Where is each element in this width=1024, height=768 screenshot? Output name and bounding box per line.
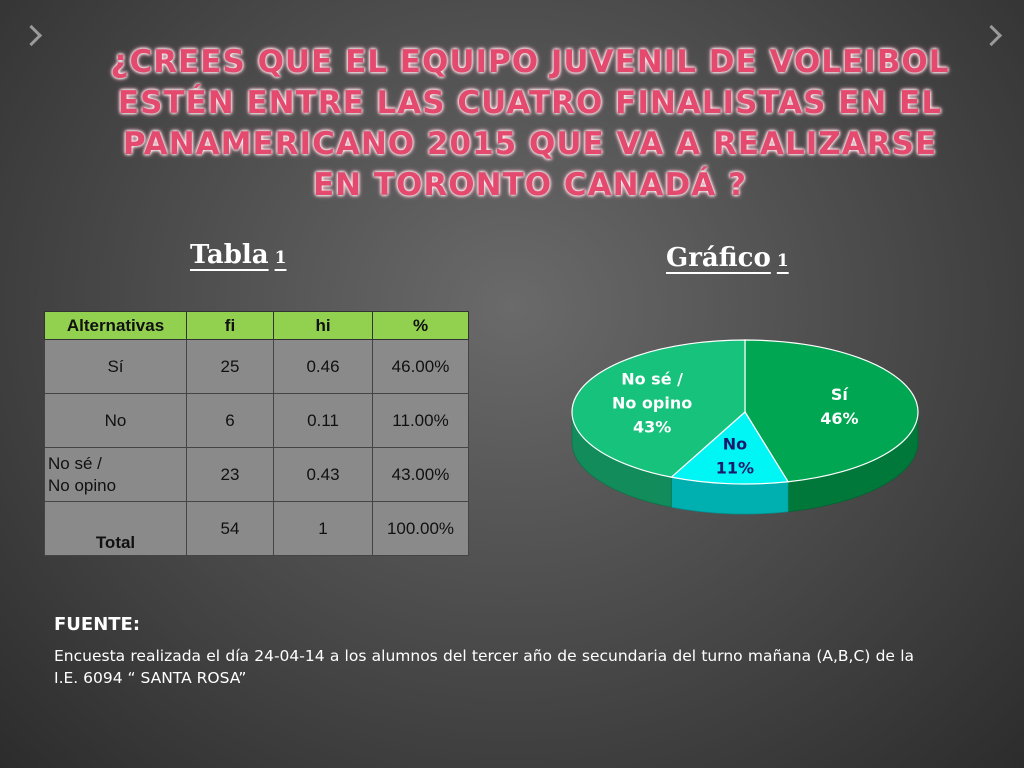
cell-hi: 0.43 bbox=[273, 447, 373, 502]
cell-alternativa: No bbox=[44, 393, 187, 448]
cell-alternativa: Sí bbox=[44, 339, 187, 394]
pie-label-line: 11% bbox=[716, 458, 754, 477]
cell-fi: 25 bbox=[186, 339, 274, 394]
pie-label-line: Sí bbox=[831, 385, 850, 404]
cell-hi: 0.46 bbox=[273, 339, 373, 394]
cell-pct: 100.00% bbox=[372, 501, 469, 556]
cell-alternativa-line1: No sé / bbox=[48, 453, 102, 473]
pie-label-line: No bbox=[723, 434, 747, 453]
cell-total-label: Total bbox=[44, 501, 187, 556]
table-row: No 6 0.11 11.00% bbox=[44, 393, 469, 448]
source-label: FUENTE: bbox=[54, 614, 141, 635]
header-pct: % bbox=[372, 311, 469, 340]
pie-labels: Sí 46% No 11% No sé / No opino 43% bbox=[612, 369, 859, 477]
cell-pct: 43.00% bbox=[372, 447, 469, 502]
cell-hi: 0.11 bbox=[273, 393, 373, 448]
cell-fi: 54 bbox=[186, 501, 274, 556]
next-slide-chevron-icon bbox=[980, 24, 1003, 47]
table-row: No sé / No opino 23 0.43 43.00% bbox=[44, 447, 469, 502]
pie-slice-si bbox=[744, 339, 919, 483]
cell-alternativa: No sé / No opino bbox=[44, 447, 187, 502]
pie-label-no: No 11% bbox=[716, 434, 754, 477]
cell-fi: 6 bbox=[186, 393, 274, 448]
pie-label-line: No opino bbox=[612, 393, 692, 412]
pie-slice-no-se bbox=[571, 339, 746, 478]
slide-corner-bracket-icon bbox=[20, 24, 43, 47]
pie-top bbox=[571, 339, 919, 485]
chart-heading: Gráfico 1 bbox=[666, 243, 789, 273]
pie-chart: Sí 46% No 11% No sé / No opino 43% bbox=[571, 339, 919, 515]
table-heading-number: 1 bbox=[274, 248, 287, 268]
cell-alternativa-line2: No opino bbox=[48, 475, 117, 495]
pie-label-no-se: No sé / No opino 43% bbox=[612, 369, 692, 436]
source-text: Encuesta realizada el día 24-04-14 a los… bbox=[54, 647, 914, 687]
chart-heading-number: 1 bbox=[776, 251, 789, 271]
table-heading: Tabla 1 bbox=[190, 240, 286, 270]
pie-slice-no bbox=[670, 411, 790, 485]
slide-title: ¿Crees que el equipo juvenil de voleibol… bbox=[110, 44, 950, 203]
header-hi: hi bbox=[273, 311, 373, 340]
cell-pct: 46.00% bbox=[372, 339, 469, 394]
table-heading-label: Tabla bbox=[190, 240, 269, 270]
table-row: Sí 25 0.46 46.00% bbox=[44, 339, 469, 394]
pie-label-line: 46% bbox=[820, 409, 858, 428]
cell-hi: 1 bbox=[273, 501, 373, 556]
pie-label-line: 43% bbox=[633, 417, 671, 436]
cell-fi: 23 bbox=[186, 447, 274, 502]
header-alternativas: Alternativas bbox=[44, 311, 187, 340]
cell-pct: 11.00% bbox=[372, 393, 469, 448]
chart-heading-label: Gráfico bbox=[666, 243, 771, 273]
table-row-total: Total 54 1 100.00% bbox=[44, 501, 469, 556]
pie-label-line: No sé / bbox=[621, 369, 683, 388]
table-header-row: Alternativas fi hi % bbox=[44, 311, 469, 340]
header-fi: fi bbox=[186, 311, 274, 340]
pie-label-si: Sí 46% bbox=[820, 385, 858, 428]
frequency-table: Alternativas fi hi % Sí 25 0.46 46.00% N… bbox=[44, 311, 469, 556]
